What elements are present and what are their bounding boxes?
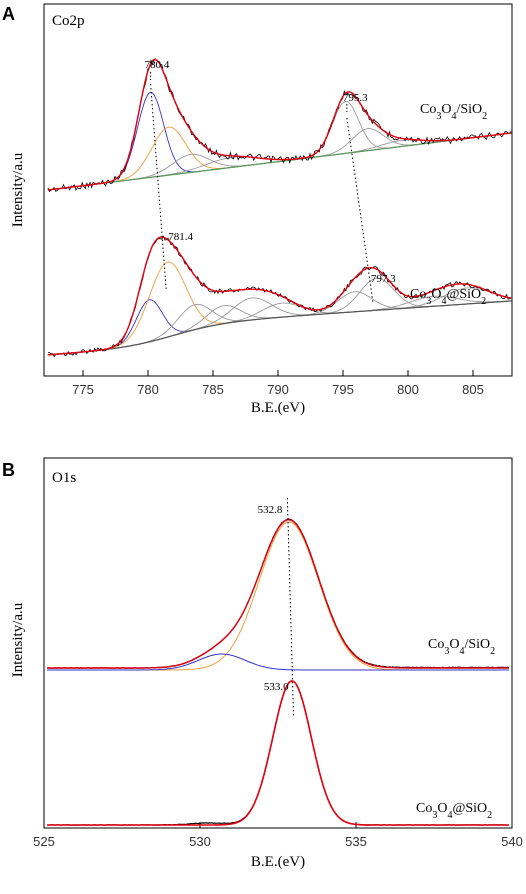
panel-a-peak-label: 781.4 [168, 231, 193, 243]
panel-b-o1s: B O1s Intensity/a.u B.E.(eV) 525 530 535 54… [2, 457, 523, 870]
panel-a-y-axis-label: Intensity/a.u [10, 152, 26, 227]
panel-a-co2p: A Co2p Intensity/a.u B.E.(eV) 775 780 785 7… [2, 3, 513, 416]
panel-b-x-tick-label: 530 [189, 834, 211, 849]
panel-b-sample-label: Co3O4@SiO2 [416, 801, 492, 821]
panel-b-x-tick-label: 535 [345, 834, 367, 849]
panel-a-sample-label-part: O [431, 287, 441, 302]
panel-a-x-tick-label: 785 [202, 382, 224, 397]
panel-a-spectra [47, 58, 512, 358]
panel-a-x-tick-label: 800 [397, 382, 419, 397]
panel-b-x-axis-label: B.E.(eV) [251, 854, 305, 870]
panel-b-spectra [46, 518, 510, 826]
panel-b-sample-label-part: /SiO [464, 637, 490, 652]
panel-a-sample-label-part: Co [410, 287, 426, 302]
panel-b-top-minor-component [47, 653, 509, 671]
panel-a-x-tick-label: 795 [332, 382, 354, 397]
panel-b-x-tick-label: 540 [501, 834, 523, 849]
panel-a-sample-label-part: 2 [481, 296, 486, 307]
panel-a-sample-label-part: 3 [436, 111, 441, 122]
panel-a-sample-label-part: Co [420, 102, 436, 117]
panel-b-frame [43, 457, 513, 829]
panel-a-top-component-1 [47, 126, 512, 191]
panel-a-bottom-component-1 [47, 261, 512, 356]
panel-a-peak-label: 780.4 [145, 59, 170, 71]
panel-a-sample-label-part: /SiO [456, 102, 482, 117]
panel-b-x-tick-label: 525 [33, 834, 55, 849]
panel-b-sample-label-part: 3 [444, 646, 449, 657]
panel-a-sample-label-part: @SiO [446, 287, 481, 302]
panel-b-sample-label: Co3O4/SiO2 [428, 637, 495, 657]
panel-b-sample-label-part: 3 [432, 810, 437, 821]
panel-a-x-axis-label: B.E.(eV) [251, 400, 305, 416]
panel-a-x-tick-label: 775 [72, 382, 94, 397]
panel-a-bottom-fit [47, 236, 512, 356]
panel-a-bottom-background [47, 300, 512, 356]
panel-b-y-axis-label: Intensity/a.u [10, 602, 26, 677]
panel-b-top-fit [47, 519, 509, 669]
panel-a-x-ticks: 775 780 785 790 795 800 805 [72, 370, 484, 397]
panel-a-frame [43, 3, 513, 377]
panel-a-peak-label: 797.3 [371, 273, 396, 285]
panel-a-sample-label-part: 4 [451, 111, 456, 122]
panel-a-top-fit [47, 58, 512, 191]
panel-a-top-background [47, 132, 512, 191]
panel-a-sample-label-part: 3 [426, 296, 431, 307]
panel-a-x-tick-label: 805 [462, 382, 484, 397]
panel-a-sample-label-part: 4 [441, 296, 446, 307]
panel-a-x-tick-label: 790 [267, 382, 289, 397]
panel-a-sample-label: Co3O4@SiO2 [410, 287, 486, 307]
panel-b-peak-label: 533.0 [264, 681, 289, 693]
panel-b-sample-label-part: 2 [490, 646, 495, 657]
panel-b-sample-label-part: 4 [447, 810, 452, 821]
panel-a-shift-line [150, 83, 167, 291]
panel-a-sample-label-part: O [441, 102, 451, 117]
panel-b-peak-label: 532.8 [258, 504, 283, 516]
panel-b-x-ticks: 525 530 535 540 [33, 822, 523, 849]
panel-a-sample-label-part: 2 [482, 111, 487, 122]
panel-a-sample-label: Co3O4/SiO2 [420, 102, 487, 122]
panel-b-sample-label-part: 4 [459, 646, 464, 657]
panel-a-letter: A [2, 4, 15, 24]
panel-b-sample-label-part: O [449, 637, 459, 652]
panel-a-peak-label: 795.3 [343, 92, 368, 104]
panel-b-title: O1s [52, 470, 76, 486]
panel-a-x-tick-label: 780 [137, 382, 159, 397]
panel-a-shift-line [346, 117, 374, 303]
panel-b-shift-line [286, 497, 295, 719]
panel-b-sample-label-part: @SiO [452, 801, 487, 816]
panel-a-top-raw [47, 58, 512, 193]
panel-b-letter: B [2, 460, 15, 480]
panel-b-sample-label-part: Co [428, 637, 444, 652]
panel-a-title: Co2p [52, 13, 85, 29]
panel-b-sample-label-part: O [437, 801, 447, 816]
panel-b-sample-label-part: Co [416, 801, 432, 816]
panel-b-sample-label-part: 2 [487, 810, 492, 821]
panel-b-bottom-fit [47, 680, 509, 826]
